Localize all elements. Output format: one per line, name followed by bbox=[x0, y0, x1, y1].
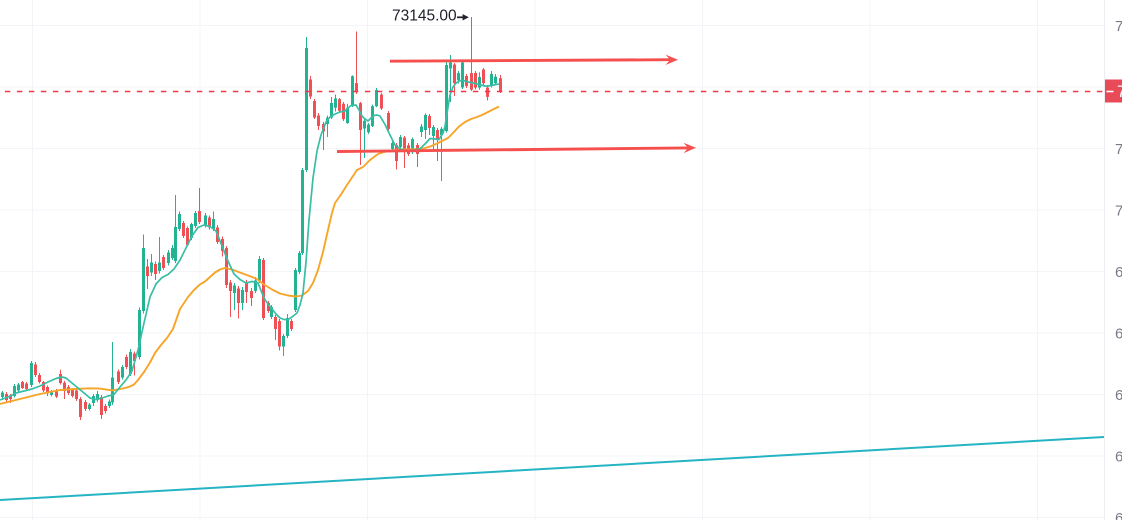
svg-text:63000.00: 63000.00 bbox=[1115, 326, 1122, 343]
svg-text:73000.00: 73000.00 bbox=[1115, 18, 1122, 35]
svg-text:63000.00: 63000.00 bbox=[1115, 387, 1122, 404]
svg-text:63000.00: 63000.00 bbox=[1115, 449, 1122, 466]
svg-text:73145.00: 73145.00 bbox=[1117, 83, 1122, 101]
svg-text:63000.00: 63000.00 bbox=[1115, 264, 1122, 281]
svg-text:73145.00: 73145.00 bbox=[392, 8, 457, 25]
svg-text:73000.00: 73000.00 bbox=[1115, 203, 1122, 220]
svg-text:63000.00: 63000.00 bbox=[1115, 510, 1122, 520]
svg-text:73000.00: 73000.00 bbox=[1115, 141, 1122, 158]
